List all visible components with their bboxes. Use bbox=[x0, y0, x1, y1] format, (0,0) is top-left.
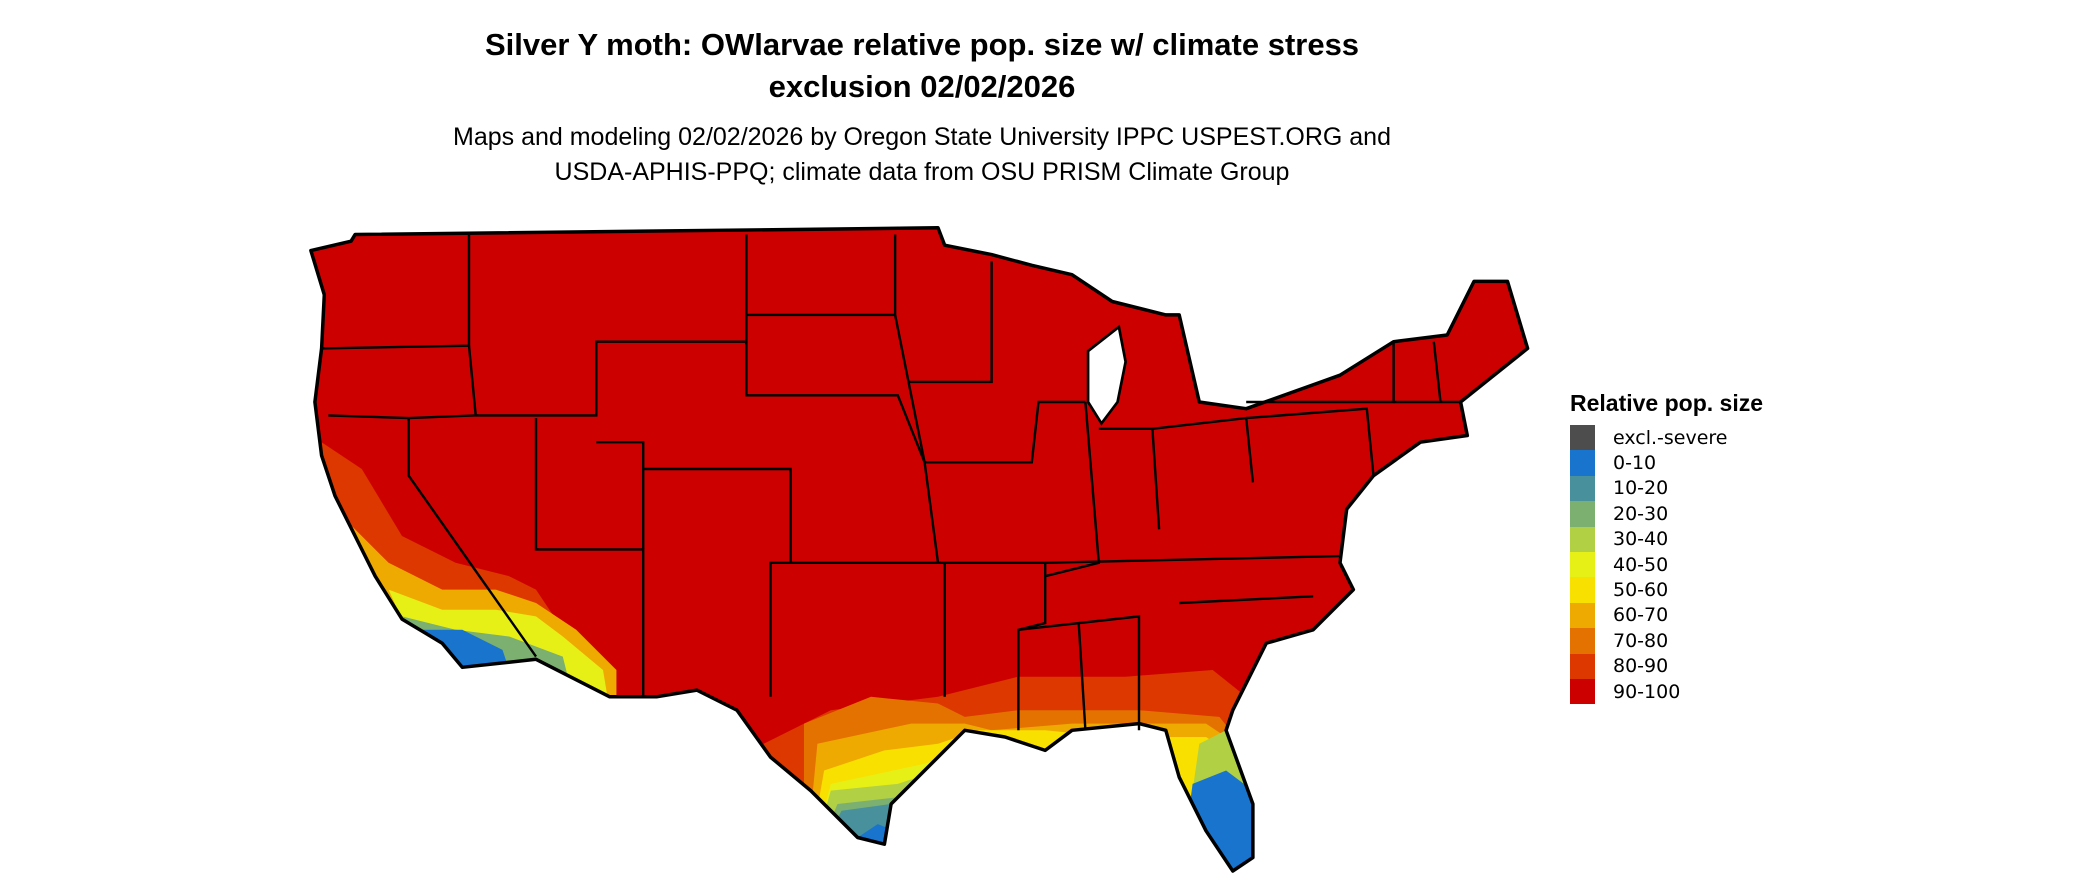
legend-label: excl.-severe bbox=[1613, 426, 1728, 449]
zone-10-20 bbox=[804, 797, 912, 872]
legend-swatch bbox=[1570, 475, 1595, 502]
map-title-line1: Silver Y moth: OWlarvae relative pop. si… bbox=[484, 27, 1360, 62]
lake-michigan bbox=[1086, 324, 1127, 426]
map-title-line2: exclusion 02/02/2026 bbox=[768, 69, 1076, 104]
legend-label: 20-30 bbox=[1613, 502, 1669, 525]
legend-label: 50-60 bbox=[1613, 579, 1669, 602]
legend-swatch bbox=[1570, 425, 1595, 451]
legend-label: 80-90 bbox=[1613, 655, 1669, 678]
subtitle-line2: USDA-APHIS-PPQ; climate data from OSU PR… bbox=[554, 158, 1290, 186]
legend-swatch bbox=[1570, 526, 1595, 552]
legend: Relative pop. size excl.-severe 0-10 10-20… bbox=[1570, 390, 1764, 705]
legend-label: 40-50 bbox=[1613, 553, 1669, 576]
legend-item: 80-90 bbox=[1570, 653, 1763, 679]
legend-swatch bbox=[1570, 551, 1595, 578]
legend-swatch bbox=[1570, 628, 1595, 654]
state-borders bbox=[321, 234, 1461, 731]
legend-item: 30-40 bbox=[1570, 526, 1763, 552]
legend-label: 10-20 bbox=[1613, 477, 1669, 500]
legend-swatch bbox=[1570, 602, 1595, 629]
legend-label: 30-40 bbox=[1613, 528, 1669, 551]
legend-swatch bbox=[1570, 577, 1595, 603]
us-border bbox=[309, 226, 1530, 873]
legend-item: 50-60 bbox=[1570, 577, 1763, 603]
subtitle-line1: Maps and modeling 02/02/2026 by Oregon S… bbox=[453, 123, 1391, 151]
legend-title: Relative pop. size bbox=[1570, 390, 1764, 416]
legend-swatch bbox=[1570, 678, 1595, 705]
legend-item: 10-20 bbox=[1570, 475, 1763, 502]
legend-item: 90-100 bbox=[1570, 678, 1763, 705]
legend-item: 0-10 bbox=[1570, 450, 1763, 476]
legend-label: 90-100 bbox=[1613, 680, 1681, 703]
legend-item: 20-30 bbox=[1570, 501, 1763, 527]
legend-label: 70-80 bbox=[1613, 629, 1669, 652]
legend-swatch bbox=[1570, 450, 1595, 476]
legend-item: excl.-severe bbox=[1570, 425, 1763, 451]
legend-item: 60-70 bbox=[1570, 602, 1763, 629]
legend-swatch bbox=[1570, 501, 1595, 527]
legend-label: 60-70 bbox=[1613, 604, 1669, 627]
legend-swatch bbox=[1570, 653, 1595, 679]
legend-item: 70-80 bbox=[1570, 628, 1763, 654]
legend-label: 0-10 bbox=[1613, 452, 1657, 475]
legend-item: 40-50 bbox=[1570, 551, 1763, 578]
